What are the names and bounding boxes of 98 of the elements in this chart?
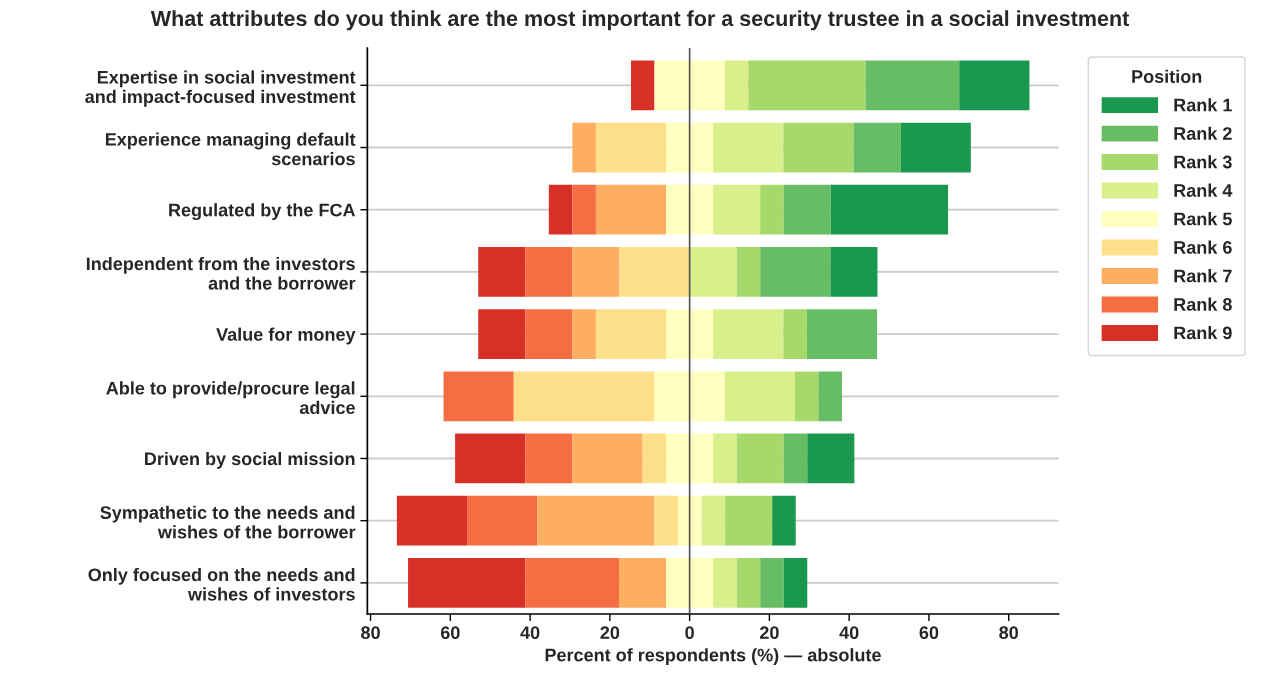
bar bbox=[959, 60, 1030, 111]
bar bbox=[642, 433, 667, 484]
bar bbox=[631, 60, 655, 111]
y-tick-label: Expertise in social investment and impact-focused investment bbox=[85, 70, 356, 107]
x-axis-title: Percent of respondents (%) — absolute bbox=[545, 648, 881, 665]
bar bbox=[853, 122, 901, 173]
y-tick-label: Sympathetic to the needs and wishes of the borrower bbox=[100, 505, 356, 539]
x-tick-label: 40 bbox=[520, 626, 540, 640]
bar bbox=[572, 433, 643, 484]
bar bbox=[806, 309, 878, 359]
x-tick-label: 60 bbox=[919, 626, 939, 640]
y-tick-label: Value for money bbox=[216, 327, 356, 345]
y-tick-label: Experience managing default scenarios bbox=[105, 132, 356, 166]
bar bbox=[760, 184, 784, 235]
legend-label: Rank 5 bbox=[1174, 212, 1232, 226]
bar bbox=[572, 184, 596, 235]
legend-label: Rank 3 bbox=[1174, 155, 1232, 169]
y-tick-label: Driven by social mission bbox=[145, 451, 355, 469]
bar bbox=[830, 184, 949, 235]
bar bbox=[724, 371, 795, 422]
bar bbox=[619, 247, 690, 297]
legend-label: Rank 6 bbox=[1174, 240, 1232, 254]
bar bbox=[525, 558, 620, 608]
bar bbox=[619, 558, 667, 608]
legend-label: Rank 8 bbox=[1174, 297, 1232, 311]
bar bbox=[443, 371, 514, 422]
bar bbox=[478, 309, 526, 359]
bar bbox=[654, 371, 725, 422]
bar bbox=[713, 184, 761, 235]
bar bbox=[478, 247, 526, 297]
bar bbox=[748, 60, 866, 111]
bar bbox=[713, 309, 784, 359]
x-tick-label: 20 bbox=[759, 626, 779, 640]
bar bbox=[760, 247, 831, 297]
bar bbox=[713, 558, 737, 608]
x-tick-label: 60 bbox=[440, 626, 460, 640]
bar bbox=[678, 495, 702, 546]
x-tick-label: 40 bbox=[839, 626, 859, 640]
bar bbox=[713, 122, 784, 173]
bar bbox=[724, 60, 749, 111]
bar bbox=[783, 309, 807, 359]
bar bbox=[467, 495, 538, 546]
bar bbox=[736, 247, 761, 297]
bar bbox=[736, 558, 761, 608]
bar bbox=[794, 371, 819, 422]
legend-title: Position bbox=[1132, 69, 1202, 83]
bar bbox=[772, 495, 796, 546]
bar bbox=[595, 184, 667, 235]
bar bbox=[666, 558, 714, 608]
x-tick-label: 80 bbox=[999, 626, 1019, 640]
bar bbox=[396, 495, 468, 546]
bar bbox=[654, 60, 725, 111]
bar bbox=[689, 247, 737, 297]
bar bbox=[654, 495, 679, 546]
legend-label: Rank 4 bbox=[1174, 183, 1233, 197]
bar bbox=[783, 184, 831, 235]
chart-title: What attributes do you think are the most important for a security trustee in a social investment bbox=[150, 10, 1130, 31]
bar bbox=[818, 371, 842, 422]
y-tick-label: Independent from the investors and the borrower bbox=[86, 256, 356, 290]
bar bbox=[666, 122, 714, 173]
bar bbox=[572, 247, 620, 297]
bar bbox=[701, 495, 726, 546]
bar bbox=[525, 433, 573, 484]
bar bbox=[900, 122, 971, 173]
y-tick-label: Regulated by the FCA bbox=[169, 203, 356, 221]
bar bbox=[548, 184, 573, 235]
bar bbox=[783, 122, 854, 173]
legend-label: Rank 2 bbox=[1174, 126, 1232, 140]
bar bbox=[595, 122, 667, 173]
bar bbox=[455, 433, 526, 484]
bar bbox=[572, 122, 596, 173]
bar bbox=[760, 558, 784, 608]
bar bbox=[408, 558, 526, 608]
bar bbox=[783, 433, 808, 484]
bar bbox=[525, 309, 573, 359]
bar bbox=[595, 309, 667, 359]
bar bbox=[807, 433, 855, 484]
x-tick-label: 20 bbox=[600, 626, 620, 640]
bar bbox=[666, 309, 714, 359]
x-tick-label: 0 bbox=[685, 626, 694, 640]
bar bbox=[725, 495, 773, 546]
bar bbox=[865, 60, 960, 111]
bar bbox=[736, 433, 784, 484]
bar bbox=[537, 495, 655, 546]
bar bbox=[525, 247, 573, 297]
bar bbox=[572, 309, 596, 359]
bar bbox=[666, 433, 714, 484]
bar bbox=[783, 558, 808, 608]
y-tick-label: Only focused on the needs and wishes of investors bbox=[88, 567, 355, 601]
legend-label: Rank 9 bbox=[1174, 326, 1232, 340]
bar bbox=[513, 371, 655, 422]
legend-label: Rank 7 bbox=[1174, 269, 1232, 283]
bar bbox=[830, 247, 878, 297]
y-tick-label: Able to provide/procure legal advice bbox=[106, 381, 355, 415]
legend-label: Rank 1 bbox=[1174, 98, 1232, 112]
bar bbox=[713, 433, 737, 484]
bar bbox=[666, 184, 714, 235]
x-tick-label: 80 bbox=[361, 626, 380, 640]
